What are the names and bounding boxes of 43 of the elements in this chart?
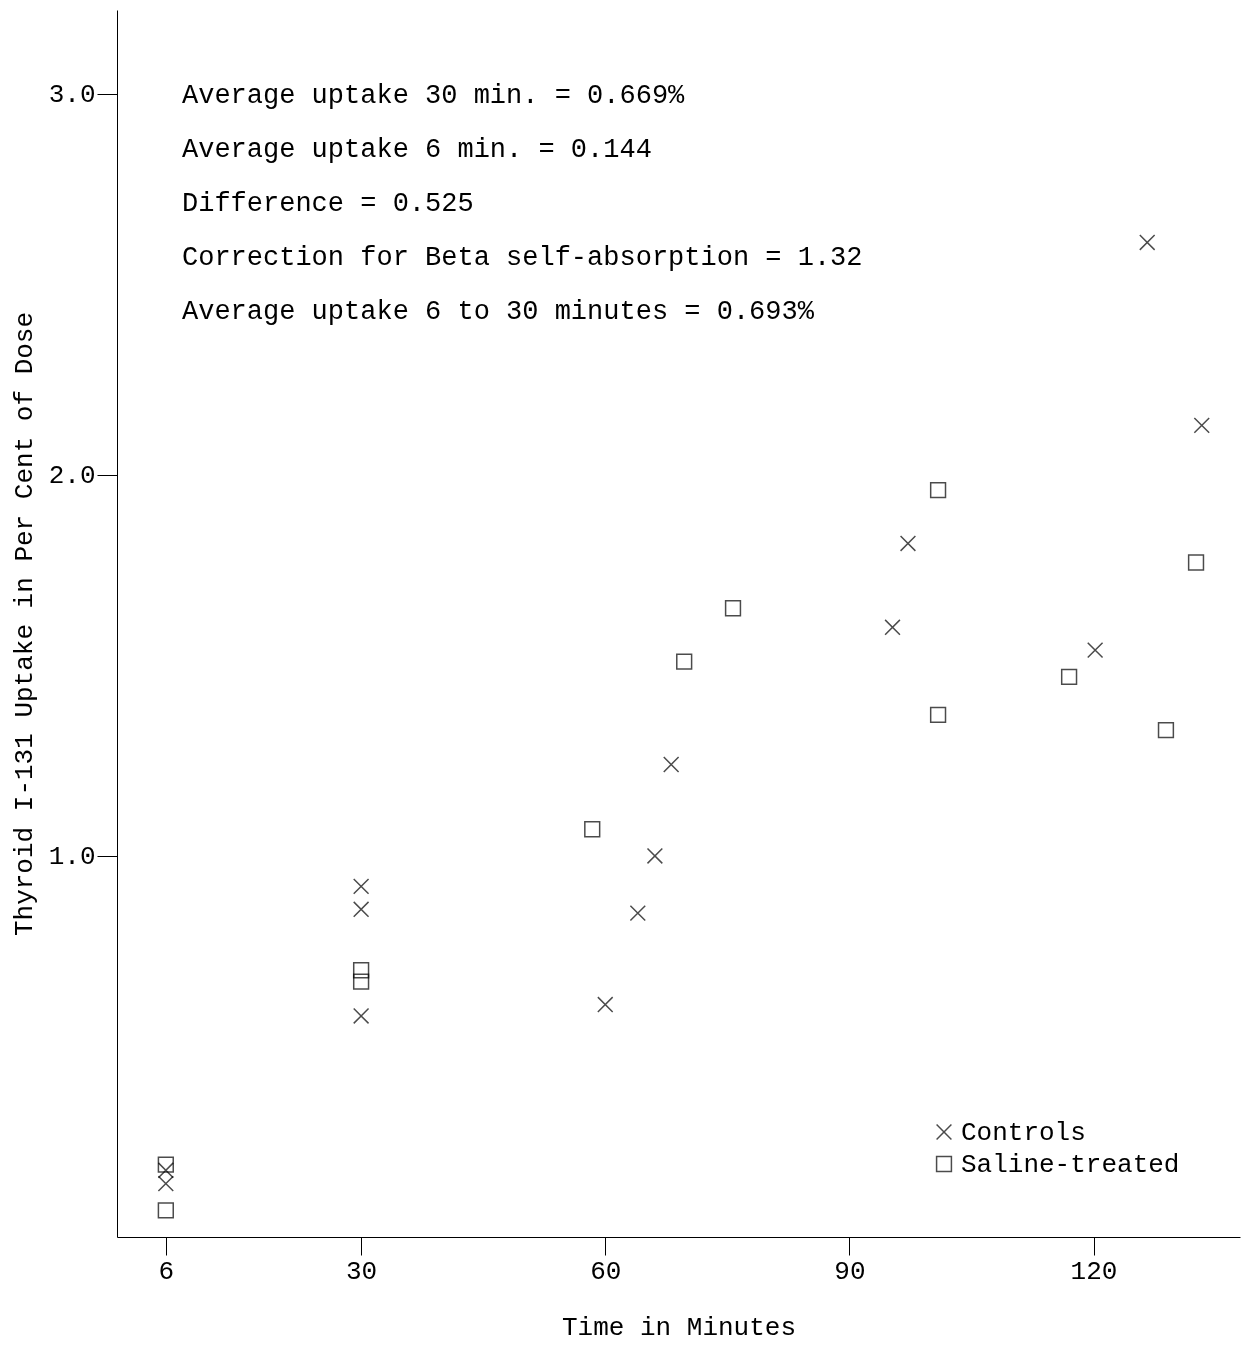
point (157, 1162, 174, 1179)
annotation: Average uptake 6 min. = 0.144 (182, 135, 652, 165)
point (1060, 668, 1078, 686)
point (1139, 234, 1156, 251)
point (597, 996, 614, 1013)
point (629, 904, 646, 922)
point (663, 756, 680, 773)
legend-label: Controls (961, 1118, 1086, 1148)
point (1157, 722, 1175, 739)
y-tick-label: 3.0 (48, 80, 96, 111)
annotation: Average uptake 30 min. = 0.669% (182, 81, 686, 111)
point (352, 878, 370, 895)
y-tick-label: 1.0 (48, 842, 96, 873)
point (1187, 554, 1205, 571)
point (584, 821, 601, 838)
point (899, 535, 917, 552)
point (157, 1202, 174, 1219)
annotation: Correction for Beta self-absorption = 1.32 (182, 243, 863, 273)
point (352, 973, 370, 990)
point (352, 901, 370, 918)
x-tick-label: 120 (1070, 1256, 1118, 1287)
y-tick-label: 2.0 (48, 461, 96, 492)
point (1086, 642, 1104, 659)
legend-label: Saline-treated (961, 1150, 1180, 1180)
point (929, 706, 947, 724)
point (1193, 417, 1210, 434)
point (157, 1175, 174, 1192)
x-tick-label: 6 (158, 1256, 175, 1287)
y-axis-title: Thyroid I-131 Uptake in Per Cent of Dose (9, 311, 40, 937)
x-tick-label: 30 (346, 1256, 378, 1287)
annotation: Average uptake 6 to 30 minutes = 0.693% (182, 297, 815, 327)
point (884, 619, 901, 636)
point (646, 847, 664, 865)
x-axis-title: Time in Minutes (561, 1312, 797, 1343)
x-tick-label: 60 (590, 1256, 622, 1287)
x-tick-label: 90 (834, 1256, 866, 1287)
point (352, 1007, 370, 1025)
point (724, 600, 742, 617)
point (352, 962, 370, 979)
point (157, 1156, 174, 1173)
point (929, 481, 947, 499)
annotation: Difference = 0.525 (182, 189, 474, 219)
point (676, 653, 693, 670)
